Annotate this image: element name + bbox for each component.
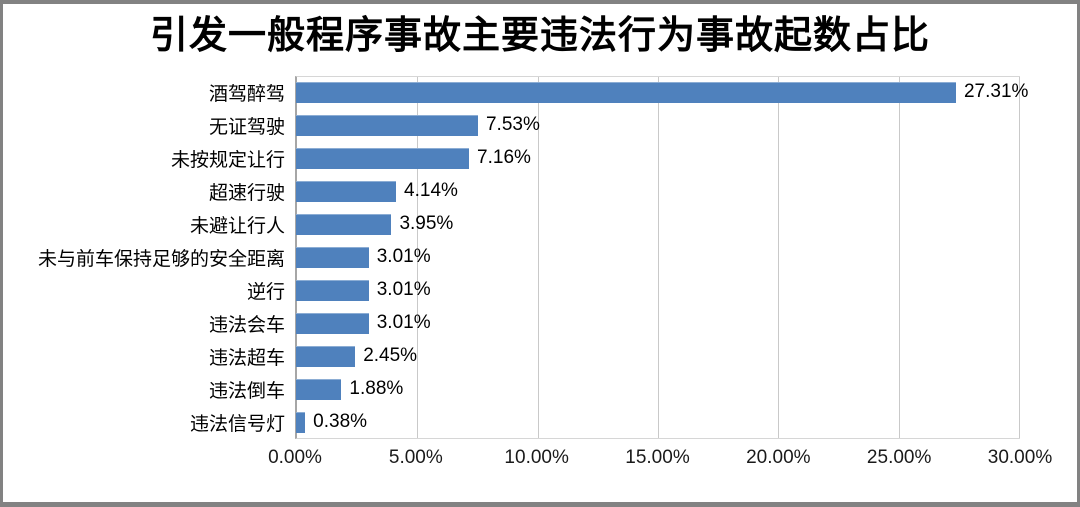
bar-row: 未按规定让行 7.16% <box>3 142 1077 175</box>
bar <box>296 312 369 334</box>
x-tick-label: 30.00% <box>987 446 1053 468</box>
bar-row: 未避让行人 3.95% <box>3 208 1077 241</box>
bar-row: 违法倒车 1.88% <box>3 373 1077 406</box>
category-label: 违法超车 <box>208 347 285 369</box>
bar <box>296 345 356 367</box>
bar-track: 1.88% <box>295 373 1020 406</box>
category-label: 未与前车保持足够的安全距离 <box>37 248 285 270</box>
category-label: 未避让行人 <box>189 215 285 237</box>
chart-title: 引发一般程序事故主要违法行为事故起数占比 <box>149 15 930 57</box>
gridline <box>898 76 900 438</box>
bar-track: 3.01% <box>295 307 1020 340</box>
plot-area: 酒驾醉驾 27.31% 无证驾驶 7.53% 未按规定让行 7.16% 超速行驶 4.14% 未… <box>3 75 1077 439</box>
category-label: 超速行驶 <box>208 182 285 204</box>
bar-track: 4.14% <box>295 175 1020 208</box>
gridline <box>417 76 419 438</box>
x-tick-label: 5.00% <box>388 446 443 468</box>
bar-row: 违法会车 3.01% <box>3 307 1077 340</box>
x-tick-label: 10.00% <box>504 446 569 468</box>
bar-track: 0.38% <box>295 406 1020 439</box>
value-label: 7.53% <box>485 114 540 136</box>
x-tick-label: 20.00% <box>746 446 811 468</box>
bar <box>296 411 306 433</box>
category-label: 逆行 <box>246 281 285 303</box>
bar-row: 违法信号灯 0.38% <box>3 406 1077 439</box>
value-label: 0.38% <box>313 411 368 433</box>
bar-track: 3.95% <box>295 208 1020 241</box>
value-label: 27.31% <box>963 81 1029 103</box>
gridline <box>778 76 780 438</box>
bar <box>296 213 392 235</box>
bar-row: 超速行驶 4.14% <box>3 175 1077 208</box>
bar-track: 7.16% <box>295 142 1020 175</box>
value-label: 3.01% <box>376 246 431 268</box>
bar <box>296 180 397 202</box>
value-label: 4.14% <box>404 180 458 202</box>
gridline <box>658 76 659 438</box>
x-tick-label: 25.00% <box>866 446 932 468</box>
bar <box>296 378 342 400</box>
bar-track: 3.01% <box>295 274 1020 307</box>
bar <box>296 246 369 268</box>
bar <box>296 279 369 301</box>
value-label: 7.16% <box>477 147 531 169</box>
bar <box>296 114 478 136</box>
bar-track: 2.45% <box>295 340 1020 373</box>
category-label: 违法倒车 <box>208 380 285 402</box>
category-label: 酒驾醉驾 <box>208 83 285 105</box>
bar-track: 3.01% <box>295 241 1020 274</box>
bar-track: 27.31% <box>295 76 1028 109</box>
bar-row: 酒驾醉驾 27.31% <box>3 76 1077 109</box>
x-axis: 0.00% 5.00% 10.00% 15.00% 20.00% 25.00% 30.00% <box>268 446 1052 473</box>
bar-row: 无证驾驶 7.53% <box>3 109 1077 142</box>
bar <box>296 81 956 103</box>
value-label: 2.45% <box>363 345 418 367</box>
x-tick-label: 0.00% <box>268 446 322 468</box>
value-label: 3.95% <box>399 213 454 235</box>
bar-row: 逆行 3.01% <box>3 274 1077 307</box>
bar-track: 7.53% <box>295 109 1020 142</box>
gridline <box>1019 76 1020 438</box>
value-label: 3.01% <box>376 312 431 334</box>
category-label: 无证驾驶 <box>208 116 285 138</box>
plot-rows: 酒驾醉驾 27.31% 无证驾驶 7.53% 未按规定让行 7.16% 超速行驶 4.14% 未… <box>3 76 1077 439</box>
x-tick-label: 15.00% <box>625 446 690 468</box>
bar-row: 未与前车保持足够的安全距离 3.01% <box>3 241 1077 274</box>
bar-row: 违法超车 2.45% <box>3 340 1077 373</box>
bar <box>296 147 470 169</box>
category-label: 违法信号灯 <box>189 413 285 435</box>
gridline <box>537 76 539 438</box>
value-label: 3.01% <box>376 279 431 301</box>
value-label: 1.88% <box>349 378 404 400</box>
category-label: 未按规定让行 <box>170 149 285 171</box>
category-label: 违法会车 <box>208 314 285 336</box>
